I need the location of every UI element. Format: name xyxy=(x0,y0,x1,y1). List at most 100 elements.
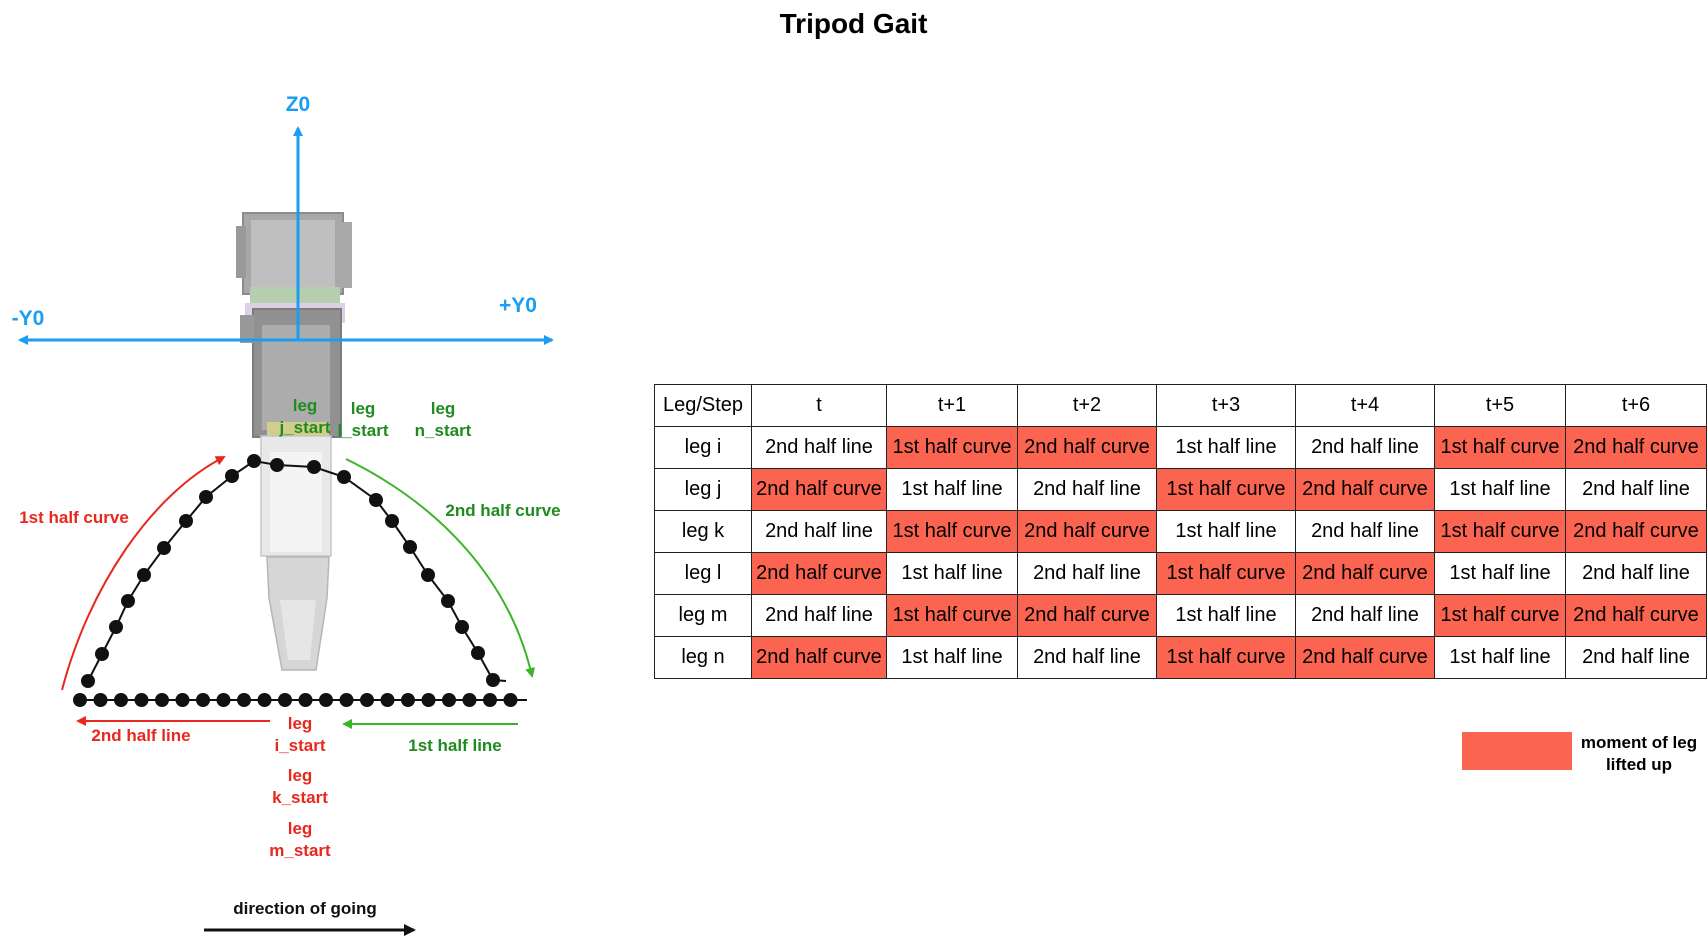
gait-cell: 2nd half curve xyxy=(1017,426,1157,469)
table-row: leg m 2nd half line 1st half curve 2nd half… xyxy=(654,594,1707,637)
row-leg-label: leg m xyxy=(654,594,752,637)
robot-leg-illustration xyxy=(236,212,352,671)
gait-cell: 1st half line xyxy=(1156,510,1296,553)
leg-n-start-label: leg n_start xyxy=(415,399,472,440)
gait-cell: 2nd half line xyxy=(1565,636,1707,679)
trajectory-point xyxy=(483,693,497,707)
trajectory-point xyxy=(137,568,151,582)
first-half-line-label: 1st half line xyxy=(408,736,502,755)
trajectory-point xyxy=(455,620,469,634)
first-half-curve-arrow xyxy=(61,456,226,691)
gait-cell: 1st half line xyxy=(886,468,1018,511)
header-t: t xyxy=(751,384,887,427)
header-t6: t+6 xyxy=(1565,384,1707,427)
table-row: leg l 2nd half curve 1st half line 2nd half… xyxy=(654,552,1707,595)
second-half-curve-arrow xyxy=(345,458,536,678)
trajectory-point xyxy=(257,693,272,707)
trajectory-points xyxy=(73,454,518,707)
trajectory-point xyxy=(298,693,313,707)
trajectory-point xyxy=(225,469,239,483)
gait-cell: 2nd half line xyxy=(1295,594,1435,637)
trajectory-point xyxy=(73,693,87,707)
table-row: leg j 2nd half curve 1st half line 2nd half… xyxy=(654,468,1707,511)
trajectory-point xyxy=(403,540,417,554)
gait-cell: 2nd half curve xyxy=(751,552,887,595)
trajectory-point xyxy=(380,693,395,707)
row-leg-label: leg k xyxy=(654,510,752,553)
gait-cell: 2nd half line xyxy=(1565,468,1707,511)
leg-l-start-label: leg l_start xyxy=(337,399,388,440)
gait-cell: 2nd half curve xyxy=(1017,510,1157,553)
legend-swatch xyxy=(1462,732,1572,770)
trajectory-point xyxy=(462,693,477,707)
trajectory-point xyxy=(81,674,95,688)
trajectory-point xyxy=(237,693,251,707)
trajectory-point xyxy=(179,514,193,528)
second-half-curve-label: 2nd half curve xyxy=(445,501,560,520)
swing-curve xyxy=(87,459,507,682)
trajectory-point xyxy=(319,693,333,707)
gait-cell: 2nd half line xyxy=(1295,426,1435,469)
trajectory-point xyxy=(337,470,351,484)
gait-cell: 1st half curve xyxy=(1156,552,1296,595)
header-leg-step: Leg/Step xyxy=(654,384,752,427)
row-leg-label: leg i xyxy=(654,426,752,469)
trajectory-point xyxy=(360,693,374,707)
gait-cell: 2nd half line xyxy=(751,594,887,637)
leg-j-start-label: leg j_start xyxy=(278,396,330,437)
gait-cell: 1st half curve xyxy=(1156,636,1296,679)
direction-label: direction of going xyxy=(233,899,377,918)
gait-cell: 2nd half line xyxy=(1295,510,1435,553)
trajectory-point xyxy=(114,693,128,707)
gait-cell: 2nd half curve xyxy=(1565,594,1707,637)
gait-cell: 2nd half curve xyxy=(1295,636,1435,679)
gait-cell: 2nd half curve xyxy=(1295,468,1435,511)
gait-cell: 1st half curve xyxy=(1434,594,1566,637)
y-positive-label: +Y0 xyxy=(499,294,537,317)
trajectory-point xyxy=(199,490,213,504)
gait-cell: 2nd half line xyxy=(751,510,887,553)
gait-cell: 1st half curve xyxy=(886,510,1018,553)
trajectory-point xyxy=(247,454,261,468)
trajectory-point xyxy=(216,693,231,707)
trajectory-point xyxy=(401,693,415,707)
header-t1: t+1 xyxy=(886,384,1018,427)
gait-cell: 1st half line xyxy=(1434,552,1566,595)
gait-cell: 1st half curve xyxy=(886,594,1018,637)
trajectory-point xyxy=(442,693,456,707)
gait-cell: 1st half line xyxy=(886,552,1018,595)
gait-cell: 1st half line xyxy=(886,636,1018,679)
gait-cell: 2nd half curve xyxy=(751,468,887,511)
gait-cell: 2nd half line xyxy=(1017,552,1157,595)
leg-m-start-label: leg m_start xyxy=(269,819,331,860)
gait-cell: 2nd half curve xyxy=(1565,510,1707,553)
row-leg-label: leg n xyxy=(654,636,752,679)
gait-cell: 2nd half curve xyxy=(1565,426,1707,469)
gait-table: Leg/Step t t+1 t+2 t+3 t+4 t+5 t+6 leg i… xyxy=(654,384,1707,679)
gait-cell: 1st half line xyxy=(1434,468,1566,511)
gait-cell: 2nd half line xyxy=(1017,468,1157,511)
legend-text: moment of leg lifted up xyxy=(1580,733,1698,774)
gait-cell: 2nd half curve xyxy=(751,636,887,679)
gait-cell: 1st half curve xyxy=(1434,510,1566,553)
trajectory-point xyxy=(121,594,135,608)
gait-cell: 1st half line xyxy=(1156,594,1296,637)
gait-cell: 2nd half line xyxy=(1017,636,1157,679)
leg-k-start-label: leg k_start xyxy=(272,766,328,807)
trajectory-point xyxy=(175,693,190,707)
gait-cell: 1st half curve xyxy=(1156,468,1296,511)
trajectory-point xyxy=(278,693,292,707)
gait-cell: 1st half line xyxy=(1434,636,1566,679)
trajectory-point xyxy=(471,646,485,660)
trajectory-point xyxy=(134,693,149,707)
trajectory-point xyxy=(270,458,284,472)
header-t3: t+3 xyxy=(1156,384,1296,427)
trajectory-point xyxy=(157,541,171,555)
trajectory-point xyxy=(93,693,108,707)
y-negative-label: -Y0 xyxy=(12,307,45,330)
leg-i-start-label: leg i_start xyxy=(274,714,325,755)
table-row: leg k 2nd half line 1st half curve 2nd half… xyxy=(654,510,1707,553)
trajectory-point xyxy=(109,620,123,634)
gait-cell: 1st half line xyxy=(1156,426,1296,469)
row-leg-label: leg l xyxy=(654,552,752,595)
